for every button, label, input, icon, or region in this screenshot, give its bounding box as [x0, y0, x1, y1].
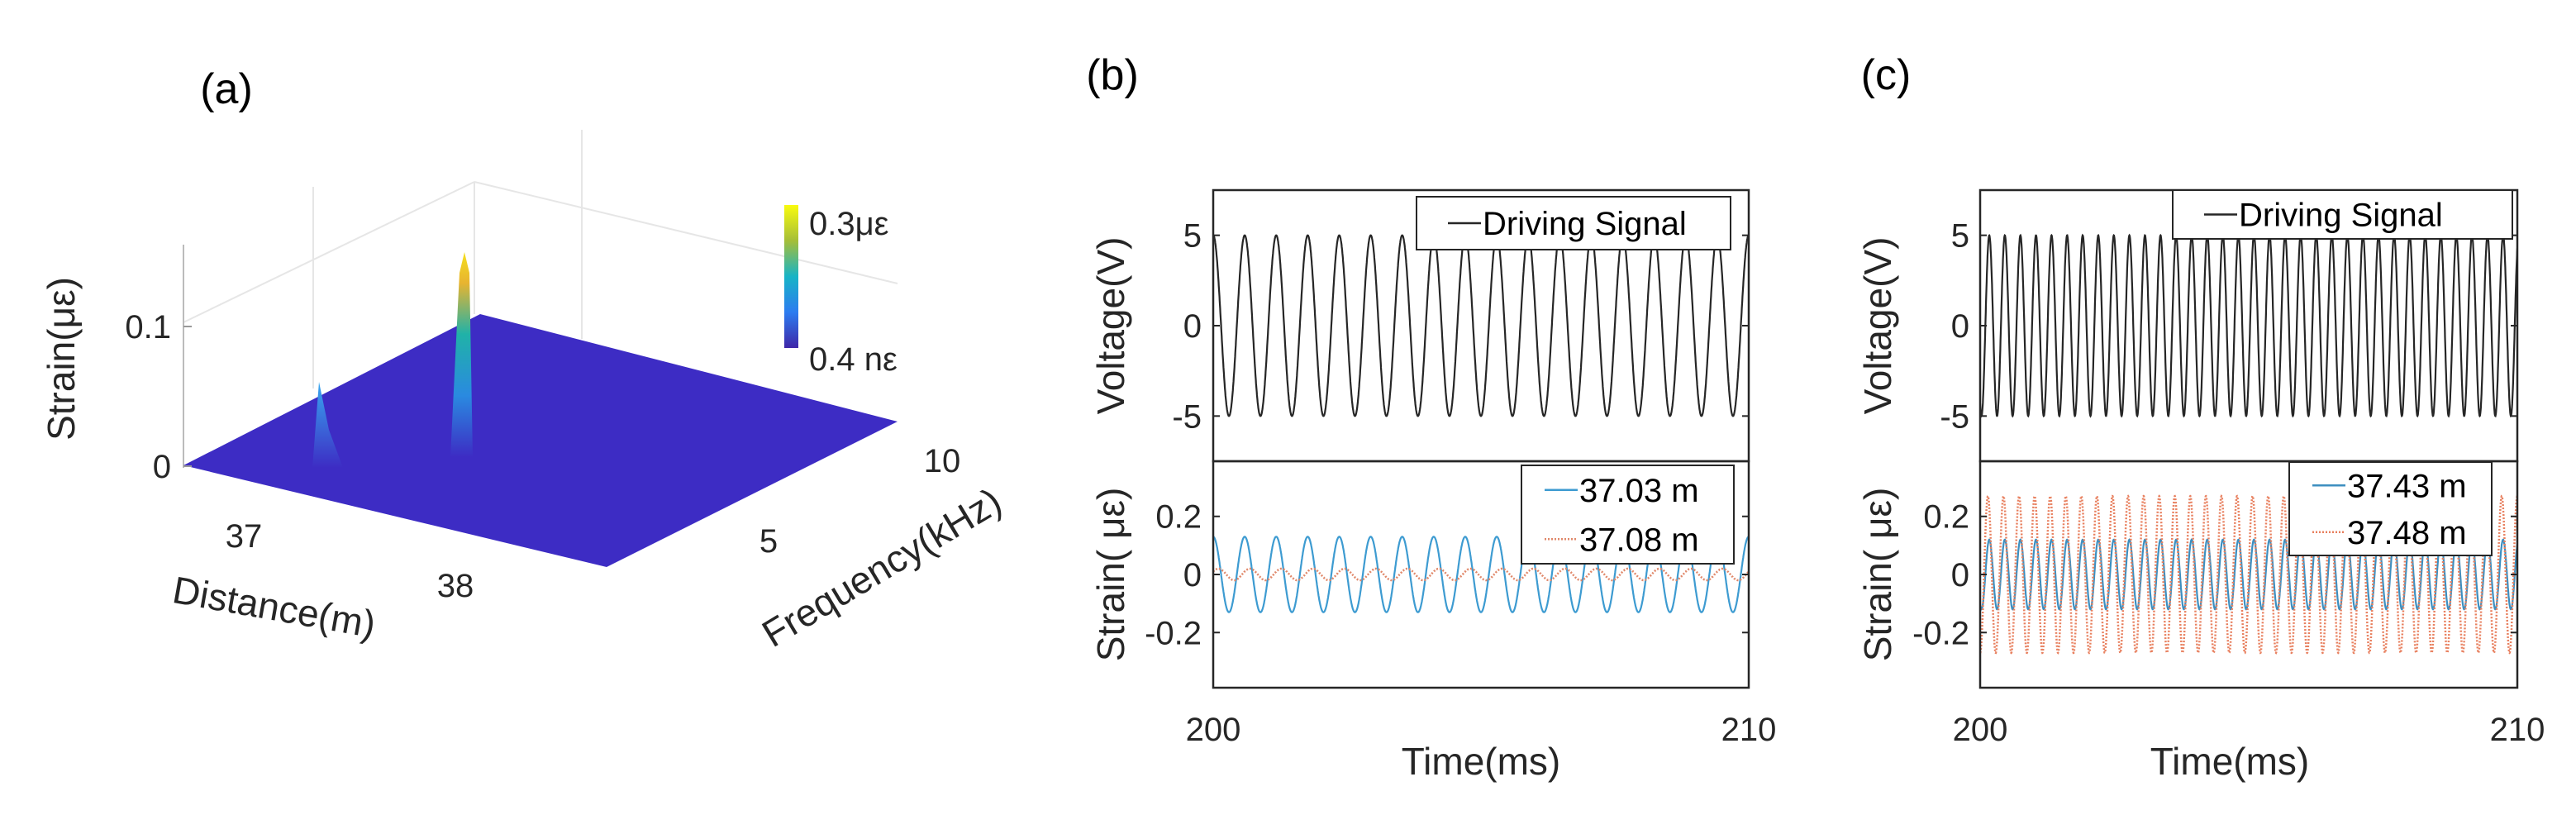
colorbar-max-label: 0.3με	[809, 206, 889, 242]
surface-peak-small	[312, 382, 343, 468]
x-axis-label: Distance(m)	[169, 568, 379, 646]
y-tick-label: -5	[1172, 398, 1202, 435]
legend: Driving Signal	[2172, 189, 2513, 240]
y-tick-label: 0	[1951, 308, 1969, 345]
y-tick-label: 5	[759, 523, 778, 560]
legend: Driving Signal	[1416, 196, 1731, 250]
x-tick-label: 210	[2490, 712, 2545, 748]
panel-c: (c) 5 0 -5 Voltage(V) Driving Signal 0.2 0 -0.2 S…	[1856, 51, 2545, 783]
panel-label-a: (a)	[200, 65, 253, 113]
legend-box	[1521, 465, 1735, 565]
y-axis-label: Strain( με)	[1856, 488, 1899, 662]
z-tick-label: 0.1	[125, 309, 171, 346]
colorbar-min-label: 0.4 nε	[809, 341, 898, 378]
legend-label: 37.03 m	[1579, 473, 1699, 509]
legend-label: Driving Signal	[1483, 206, 1687, 242]
y-tick-label: 5	[1183, 218, 1202, 255]
series-line-37-08-m	[1213, 567, 1749, 582]
panel-b: (b) 5 0 -5 Voltage(V) Driving Signal 0.2 0 -0.2 S…	[1086, 51, 1776, 783]
top-axes: 5 0 -5 Voltage(V) Driving Signal	[1089, 188, 1750, 463]
legend-label: Driving Signal	[2239, 198, 2443, 234]
series-line-driving-signal	[1213, 234, 1749, 417]
panel-label: (c)	[1861, 51, 1912, 99]
legend-label: 37.43 m	[2347, 468, 2467, 504]
y-axis-label: Strain( με)	[1089, 488, 1132, 662]
y-tick-label: 0	[1951, 557, 1969, 593]
legend-label: 37.48 m	[2347, 515, 2467, 551]
x-tick-label: 37	[226, 518, 263, 555]
colorbar	[784, 205, 798, 348]
legend-box	[2288, 461, 2493, 556]
y-tick-label: 0.2	[1155, 499, 1202, 536]
y-tick-label: 0	[1183, 557, 1202, 593]
z-axis-label: Strain(με)	[40, 277, 83, 441]
y-tick-label: -0.2	[1145, 615, 1202, 651]
panel-a: (a) 0.1 0 Strain(με) 37 38 Distance(m) 5…	[40, 65, 1008, 655]
top-axes: 5 0 -5 Voltage(V) Driving Signal	[1856, 188, 2519, 463]
x-tick-label: 38	[437, 568, 474, 604]
y-tick-label: -5	[1940, 398, 1969, 435]
y-tick-label: 0.2	[1923, 499, 1969, 536]
y-tick-label: 0	[1183, 308, 1202, 345]
bottom-axes: 0.2 0 -0.2 Strain( με) 37.03 m 37.08 m	[1089, 460, 1750, 689]
legend: 37.43 m 37.48 m	[2288, 461, 2493, 556]
axes-box-gridlines	[183, 130, 898, 388]
y-tick-label: -0.2	[1912, 615, 1969, 651]
x-axis-label: Time(ms)	[1402, 740, 1560, 783]
bottom-axes: 0.2 0 -0.2 Strain( με) 37.43 m 37.48 m	[1856, 460, 2519, 689]
x-tick-label: 210	[1721, 712, 1777, 748]
y-tick-label: 10	[924, 443, 961, 479]
y-axis-label: Voltage(V)	[1089, 237, 1132, 415]
legend: 37.03 m 37.08 m	[1521, 465, 1735, 565]
x-axis-label: Time(ms)	[2150, 740, 2309, 783]
y-tick-label: 5	[1951, 218, 1969, 255]
y-axis-label: Frequency(kHz)	[755, 479, 1008, 655]
series-line-driving-signal	[1980, 233, 2517, 418]
z-tick-label: 0	[153, 449, 171, 485]
panel-label: (b)	[1086, 51, 1139, 99]
surface-floor	[183, 314, 898, 567]
x-tick-label: 200	[1953, 712, 2008, 748]
legend-label: 37.08 m	[1579, 522, 1699, 558]
surface-peak-tall	[450, 252, 473, 457]
y-axis-label: Voltage(V)	[1856, 237, 1899, 415]
x-tick-label: 200	[1186, 712, 1241, 748]
